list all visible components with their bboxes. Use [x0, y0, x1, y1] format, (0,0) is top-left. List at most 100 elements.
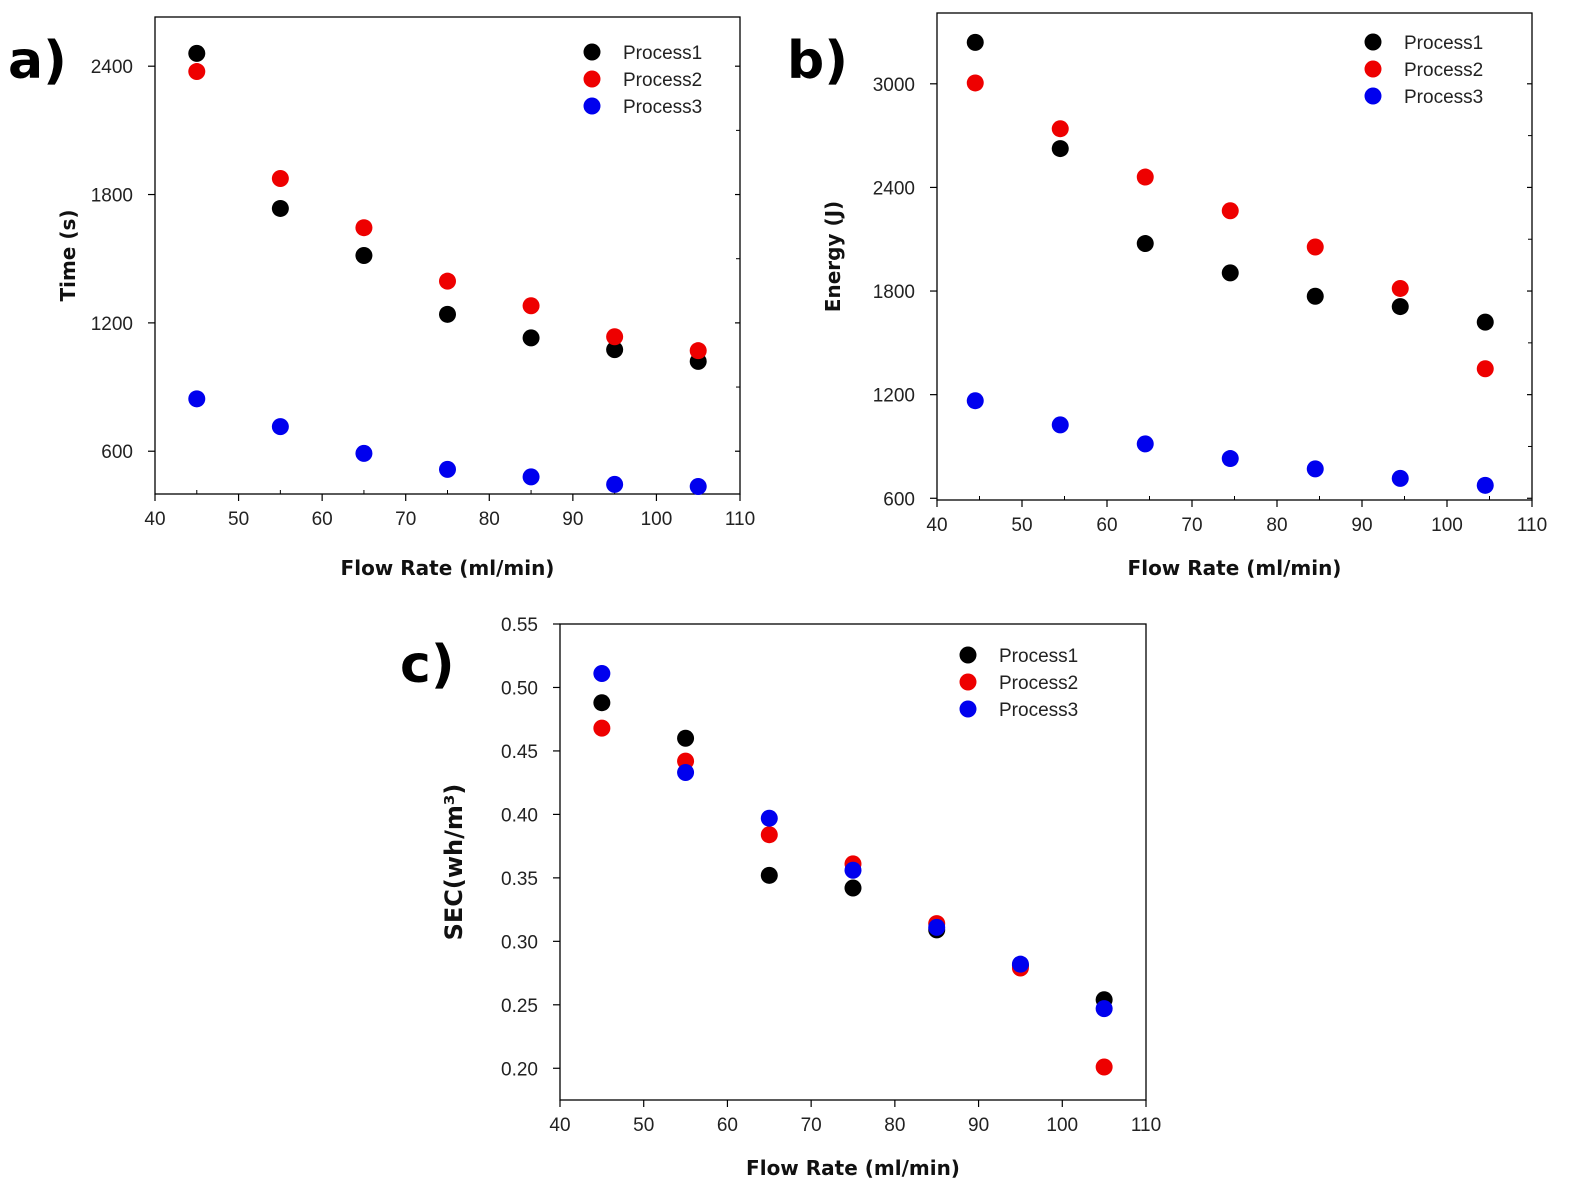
legend-label: Process2: [999, 673, 1078, 694]
data-point-process1: [1051, 140, 1069, 158]
x-axis-title: Flow Rate (ml/min): [746, 1156, 960, 1180]
data-point-process2: [271, 169, 289, 187]
data-point-process3: [760, 809, 778, 827]
y-tick-label: 0.45: [501, 742, 538, 763]
data-point-process3: [1306, 460, 1324, 478]
data-point-process2: [188, 63, 206, 81]
data-point-process3: [593, 665, 611, 683]
data-point-process2: [593, 719, 611, 737]
x-tick-label: 90: [968, 1115, 989, 1136]
data-point-process1: [439, 305, 456, 323]
data-point-process1: [1136, 235, 1154, 253]
legend-marker-process3: [583, 97, 601, 115]
y-tick-label: 0.55: [501, 615, 538, 636]
x-tick-label: 50: [1011, 515, 1032, 536]
data-point-process2: [1051, 120, 1069, 138]
x-tick-label: 90: [1351, 515, 1372, 536]
x-tick-label: 70: [1181, 515, 1202, 536]
x-tick-label: 100: [641, 509, 673, 530]
legend-label: Process1: [999, 646, 1078, 667]
data-point-process1: [522, 329, 540, 347]
x-tick-label: 60: [1096, 515, 1117, 536]
y-tick-label: 3000: [873, 75, 915, 96]
data-point-process3: [928, 918, 946, 936]
data-point-process3: [1221, 450, 1239, 468]
legend-marker-process2: [959, 673, 977, 691]
data-point-process2: [355, 219, 373, 237]
data-point-process1: [593, 694, 611, 712]
x-tick-label: 100: [1431, 515, 1463, 536]
data-point-process3: [522, 468, 540, 486]
data-point-process2: [1391, 279, 1409, 297]
legend-marker-process3: [1364, 87, 1382, 105]
y-axis-title: Time (s): [56, 209, 80, 301]
data-point-process1: [677, 729, 695, 747]
y-tick-label: 600: [883, 489, 915, 510]
x-axis-title: Flow Rate (ml/min): [341, 556, 555, 580]
data-point-process2: [1306, 238, 1324, 256]
panel-label: b): [787, 31, 848, 91]
x-tick-label: 80: [1266, 515, 1287, 536]
legend-label: Process3: [999, 700, 1078, 721]
legend-label: Process3: [623, 97, 702, 118]
x-tick-label: 60: [312, 509, 333, 530]
legend-label: Process2: [623, 70, 702, 91]
data-point-process1: [966, 33, 984, 51]
legend-marker-process1: [1364, 33, 1382, 51]
x-tick-label: 110: [1131, 1115, 1161, 1136]
y-axis-title: Energy (J): [821, 201, 845, 312]
legend-marker-process1: [959, 646, 977, 664]
data-point-process1: [844, 879, 862, 897]
plot-frame: [559, 623, 1147, 1101]
x-tick-label: 110: [1517, 515, 1547, 536]
legend-marker-process3: [959, 700, 977, 718]
data-point-process1: [271, 199, 289, 217]
data-point-process3: [844, 861, 862, 879]
x-tick-label: 40: [926, 515, 947, 536]
y-tick-label: 2400: [873, 178, 915, 199]
data-point-process2: [606, 328, 624, 346]
x-tick-label: 60: [717, 1115, 738, 1136]
y-tick-label: 0.50: [501, 678, 538, 699]
data-point-process3: [1391, 469, 1409, 487]
panel-label: c): [400, 635, 455, 695]
y-tick-label: 1800: [91, 186, 133, 207]
x-tick-label: 40: [144, 509, 165, 530]
y-tick-label: 1200: [873, 386, 915, 407]
data-point-process1: [760, 866, 778, 884]
legend-label: Process3: [1404, 87, 1483, 108]
y-tick-label: 1800: [873, 282, 915, 303]
panel-label: a): [8, 31, 67, 91]
x-tick-label: 80: [884, 1115, 905, 1136]
x-axis-title: Flow Rate (ml/min): [1128, 556, 1342, 580]
chart-panel-2: b) 40 50 60 70 80 90 100 110 600 1200 1800 2400 3000 F…: [787, 12, 1547, 580]
data-point-process3: [1476, 476, 1494, 494]
data-point-process2: [522, 297, 540, 315]
data-point-process2: [439, 272, 456, 290]
y-tick-label: 0.35: [501, 869, 538, 890]
y-axis-title: SEC(wh/m³): [440, 784, 468, 941]
data-point-process3: [188, 390, 206, 408]
data-point-process3: [439, 460, 456, 478]
y-tick-label: 0.20: [501, 1059, 538, 1080]
data-point-process3: [966, 392, 984, 410]
data-point-process2: [1221, 202, 1239, 220]
data-point-process1: [188, 44, 206, 62]
data-point-process1: [1306, 287, 1324, 305]
data-point-process1: [606, 341, 624, 359]
x-tick-label: 100: [1046, 1115, 1078, 1136]
x-tick-label: 110: [725, 509, 755, 530]
y-tick-label: 0.40: [501, 805, 538, 826]
data-point-process3: [1011, 955, 1029, 973]
legend-marker-process1: [583, 43, 601, 61]
y-tick-label: 0.25: [501, 996, 538, 1017]
y-tick-label: 600: [101, 442, 133, 463]
y-tick-label: 2400: [91, 57, 133, 78]
x-tick-label: 50: [633, 1115, 654, 1136]
data-point-process3: [1095, 1000, 1113, 1018]
data-point-process3: [689, 478, 707, 496]
data-point-process1: [355, 247, 373, 264]
legend-marker-process2: [1364, 60, 1382, 78]
data-point-process1: [1391, 298, 1409, 316]
